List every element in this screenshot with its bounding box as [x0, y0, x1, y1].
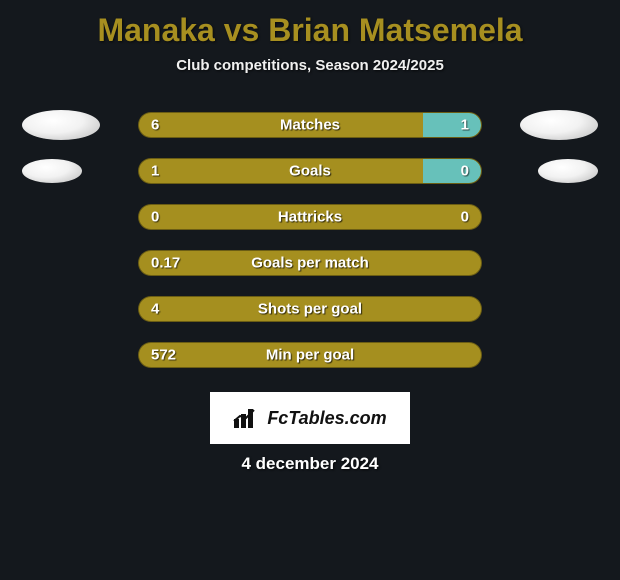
- brand-badge: FcTables.com: [210, 392, 410, 444]
- stat-value-left: 572: [151, 347, 176, 364]
- avatar-left: [22, 159, 82, 183]
- stat-value-right: 0: [461, 163, 469, 180]
- avatar-left: [22, 110, 100, 140]
- stat-row: 1 0 Goals: [0, 148, 620, 194]
- page-title: Manaka vs Brian Matsemela: [0, 0, 620, 57]
- stat-bar-right-fill: [423, 159, 481, 183]
- page-subtitle: Club competitions, Season 2024/2025: [0, 57, 620, 74]
- stat-row: 0.17 Goals per match: [0, 240, 620, 286]
- stat-bar-right-fill: [423, 113, 481, 137]
- stat-label: Goals per match: [251, 255, 369, 272]
- date-text: 4 december 2024: [0, 454, 620, 474]
- stat-value-right: 1: [461, 117, 469, 134]
- stat-row: 6 1 Matches: [0, 102, 620, 148]
- brand-text: FcTables.com: [267, 408, 386, 429]
- stat-row: 0 0 Hattricks: [0, 194, 620, 240]
- stat-bar: 6 1 Matches: [138, 112, 482, 138]
- stats-rows-container: 6 1 Matches 1 0 Goals 0 0 Hattricks 0.17 Goals per…: [0, 102, 620, 378]
- stat-label: Min per goal: [266, 347, 354, 364]
- avatar-right: [520, 110, 598, 140]
- chart-icon: [233, 407, 261, 429]
- stat-value-right: 0: [461, 209, 469, 226]
- stat-value-left: 4: [151, 301, 159, 318]
- stat-bar: 4 Shots per goal: [138, 296, 482, 322]
- stat-bar: 0 0 Hattricks: [138, 204, 482, 230]
- stat-label: Shots per goal: [258, 301, 362, 318]
- stat-value-left: 6: [151, 117, 159, 134]
- stat-value-left: 0.17: [151, 255, 180, 272]
- stat-label: Goals: [289, 163, 331, 180]
- stat-value-left: 0: [151, 209, 159, 226]
- stat-value-left: 1: [151, 163, 159, 180]
- stat-bar: 1 0 Goals: [138, 158, 482, 184]
- stat-label: Matches: [280, 117, 340, 134]
- stat-row: 572 Min per goal: [0, 332, 620, 378]
- stat-bar: 572 Min per goal: [138, 342, 482, 368]
- stat-row: 4 Shots per goal: [0, 286, 620, 332]
- stat-bar: 0.17 Goals per match: [138, 250, 482, 276]
- avatar-right: [538, 159, 598, 183]
- stat-label: Hattricks: [278, 209, 342, 226]
